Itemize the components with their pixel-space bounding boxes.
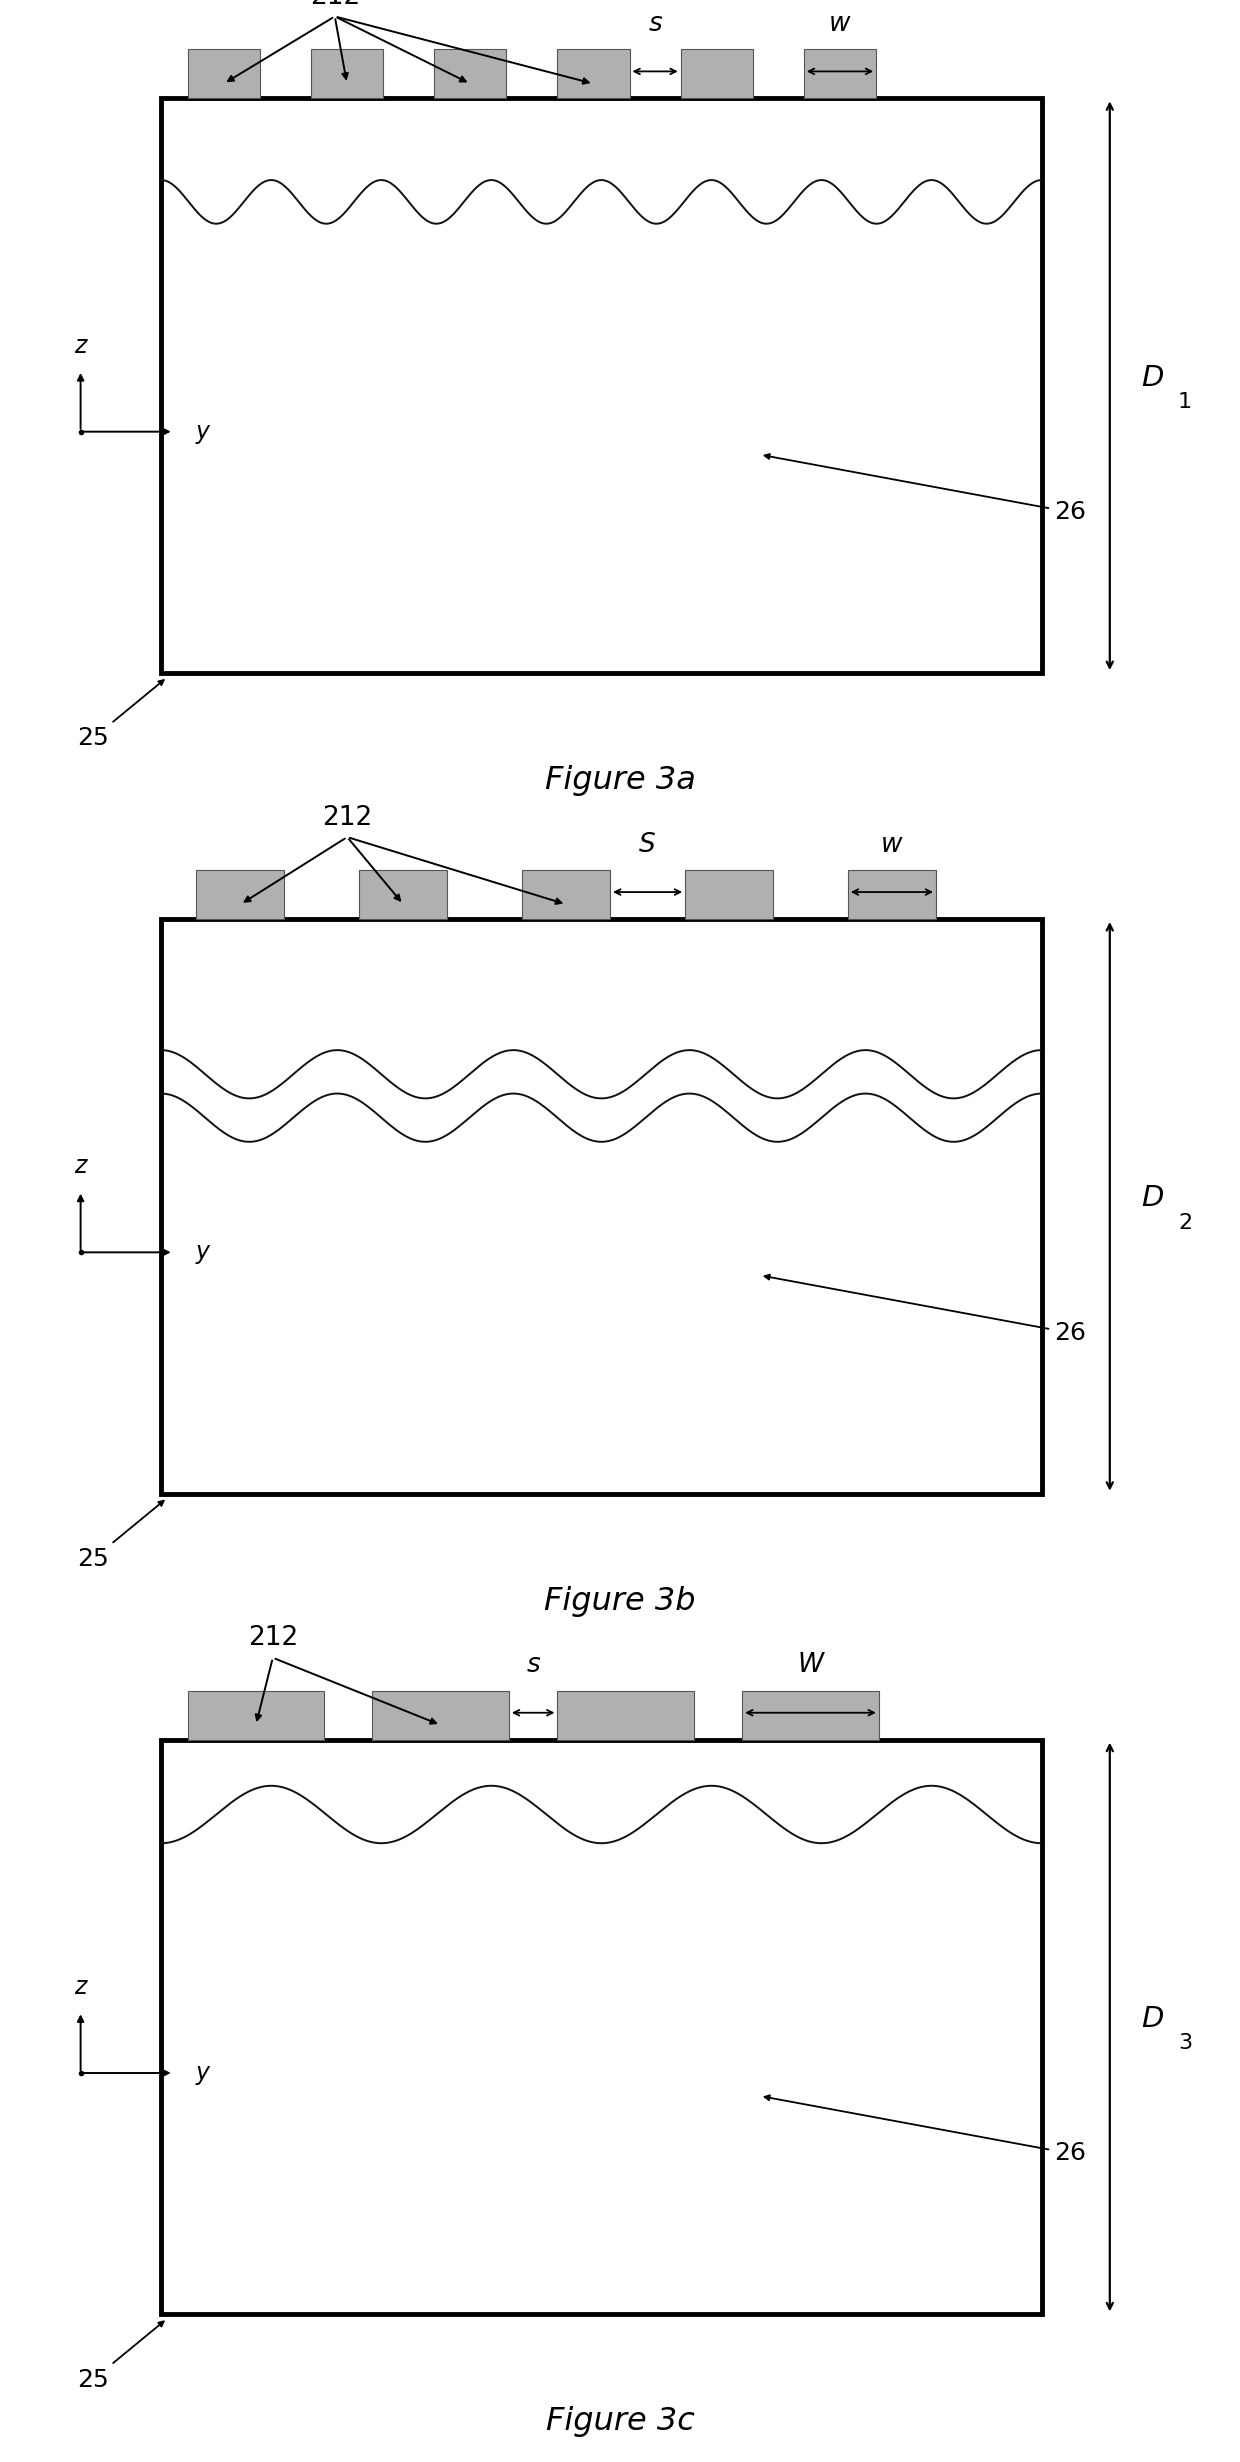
Bar	[684, 869, 773, 918]
Text: s: s	[649, 10, 662, 37]
Bar	[311, 49, 383, 98]
Text: S: S	[640, 832, 656, 857]
Text: W: W	[797, 1652, 823, 1679]
Text: w: w	[882, 832, 903, 857]
Bar	[558, 1691, 694, 1741]
Text: z: z	[74, 335, 87, 357]
Bar	[434, 49, 506, 98]
Text: s: s	[526, 1652, 541, 1679]
Bar	[804, 49, 877, 98]
Text: 25: 25	[77, 1502, 164, 1571]
Text: y: y	[196, 1241, 210, 1265]
Bar	[161, 1741, 1042, 2314]
Text: 3: 3	[1178, 2034, 1192, 2053]
Bar	[522, 869, 610, 918]
Bar	[196, 869, 284, 918]
Text: 1: 1	[1178, 391, 1192, 411]
Text: 26: 26	[765, 1275, 1086, 1344]
Bar	[372, 1691, 508, 1741]
Text: Figure 3a: Figure 3a	[544, 766, 696, 795]
Bar	[848, 869, 936, 918]
Bar	[681, 49, 753, 98]
Text: Figure 3b: Figure 3b	[544, 1586, 696, 1618]
Text: 25: 25	[77, 680, 164, 751]
Text: 212: 212	[310, 0, 360, 10]
Bar	[161, 98, 1042, 672]
Text: D: D	[1141, 1184, 1163, 1211]
Text: D: D	[1141, 2004, 1163, 2034]
Bar	[360, 869, 448, 918]
Text: 26: 26	[765, 453, 1086, 524]
Text: Figure 3c: Figure 3c	[546, 2405, 694, 2437]
Text: D: D	[1141, 364, 1163, 391]
Text: z: z	[74, 1155, 87, 1179]
Text: 212: 212	[248, 1625, 298, 1652]
Bar	[161, 918, 1042, 1494]
Text: 212: 212	[322, 805, 372, 830]
Text: 25: 25	[77, 2322, 164, 2391]
Text: y: y	[196, 2061, 210, 2085]
Text: 26: 26	[765, 2095, 1086, 2167]
Text: y: y	[196, 419, 210, 443]
Bar	[187, 49, 260, 98]
Bar	[743, 1691, 879, 1741]
Bar	[558, 49, 630, 98]
Bar	[187, 1691, 324, 1741]
Text: w: w	[830, 10, 851, 37]
Text: 2: 2	[1178, 1214, 1192, 1233]
Text: z: z	[74, 1975, 87, 1999]
